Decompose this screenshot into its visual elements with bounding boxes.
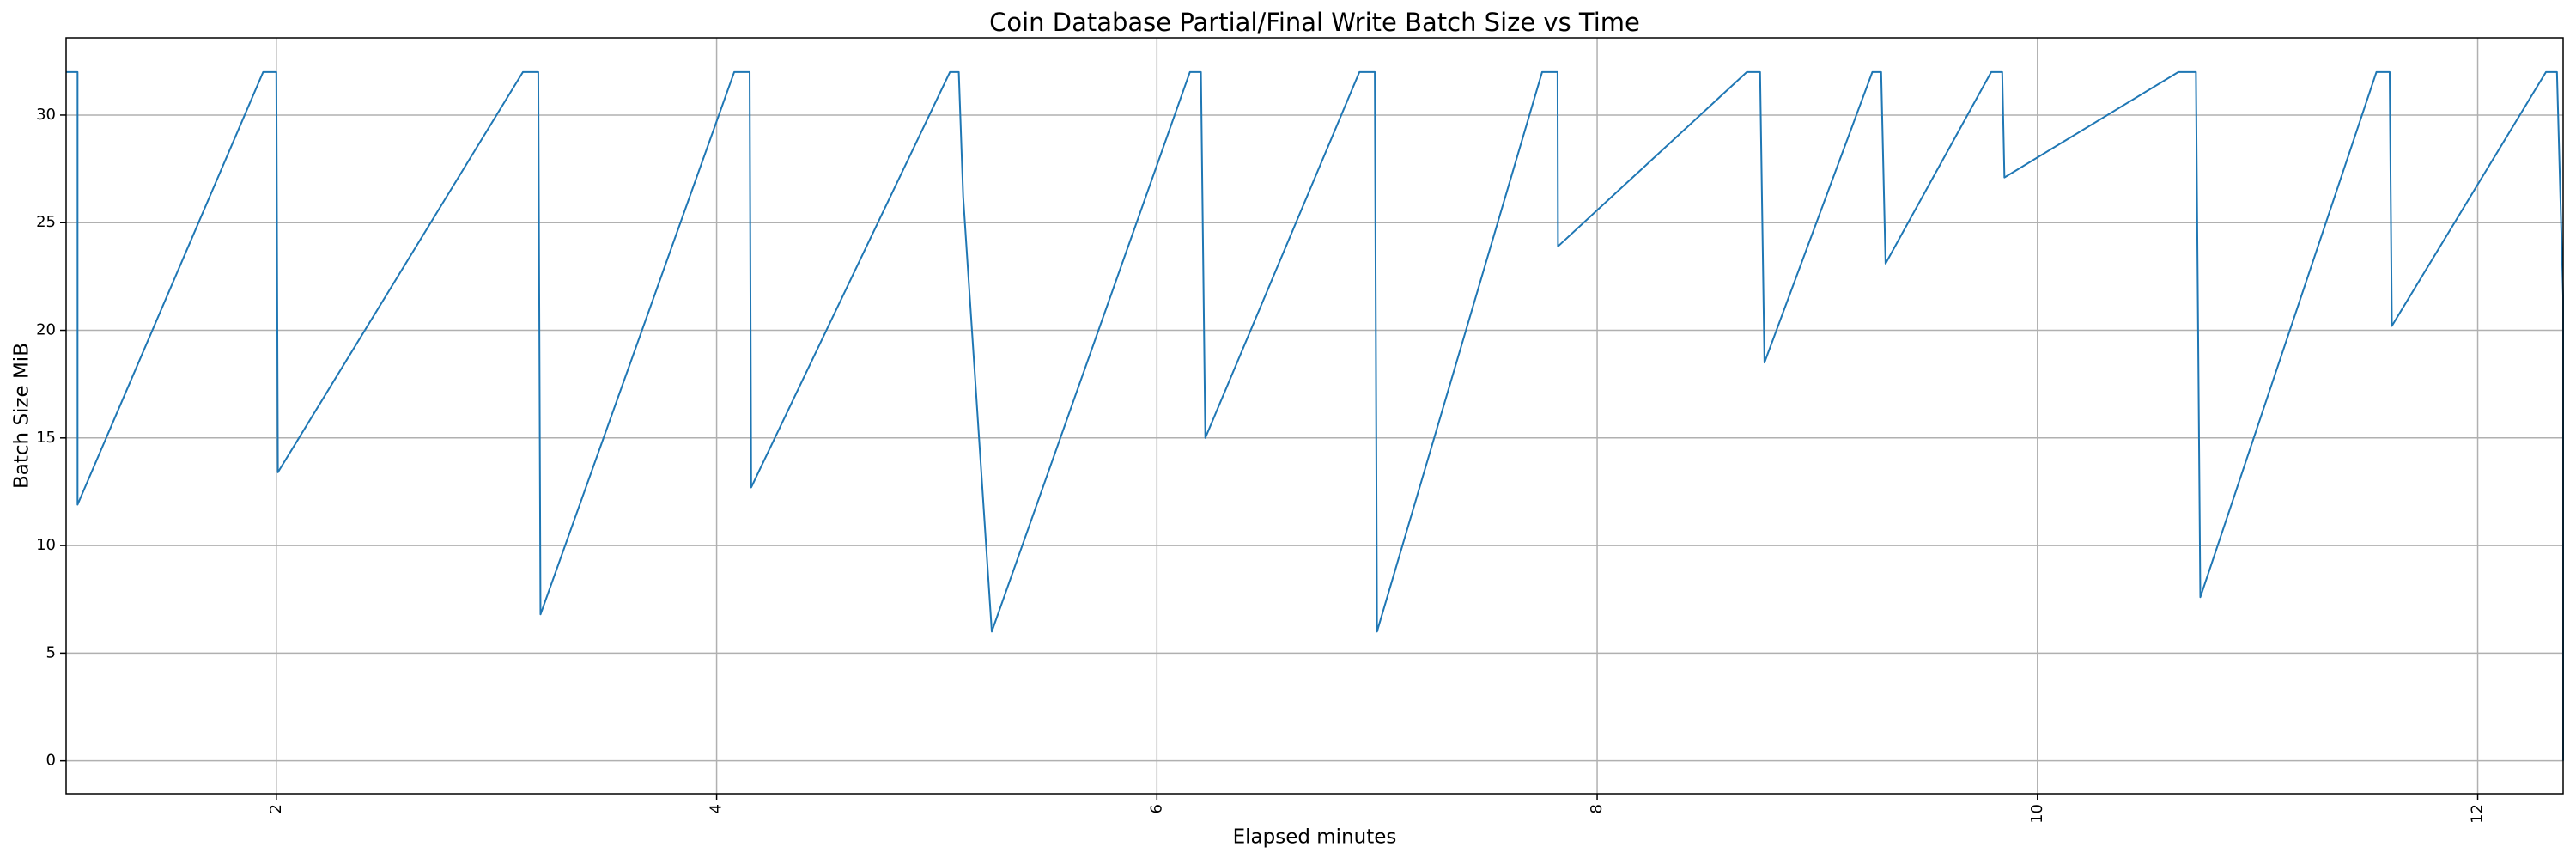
y-tick-label: 30 [36, 106, 56, 124]
x-tick-label: 6 [1147, 804, 1165, 813]
x-tick-label: 10 [2028, 804, 2046, 824]
plot-frame [65, 37, 2564, 795]
x-axis-label: Elapsed minutes [1233, 826, 1397, 849]
chart-title: Coin Database Partial/Final Write Batch … [989, 8, 1640, 37]
y-tick-label: 10 [36, 536, 56, 554]
y-tick-label: 5 [46, 643, 56, 661]
y-axis-label: Batch Size MiB [11, 343, 33, 489]
x-tick-label: 4 [708, 804, 726, 813]
y-tick-label: 15 [36, 429, 56, 447]
data-line [66, 70, 2564, 761]
y-tick-label: 20 [36, 321, 56, 339]
y-tick-label: 0 [46, 752, 56, 770]
y-tick-label: 25 [36, 213, 56, 231]
x-tick-label: 8 [1588, 804, 1606, 813]
x-tick-label: 2 [267, 804, 285, 813]
x-tick-label: 12 [2469, 804, 2487, 824]
